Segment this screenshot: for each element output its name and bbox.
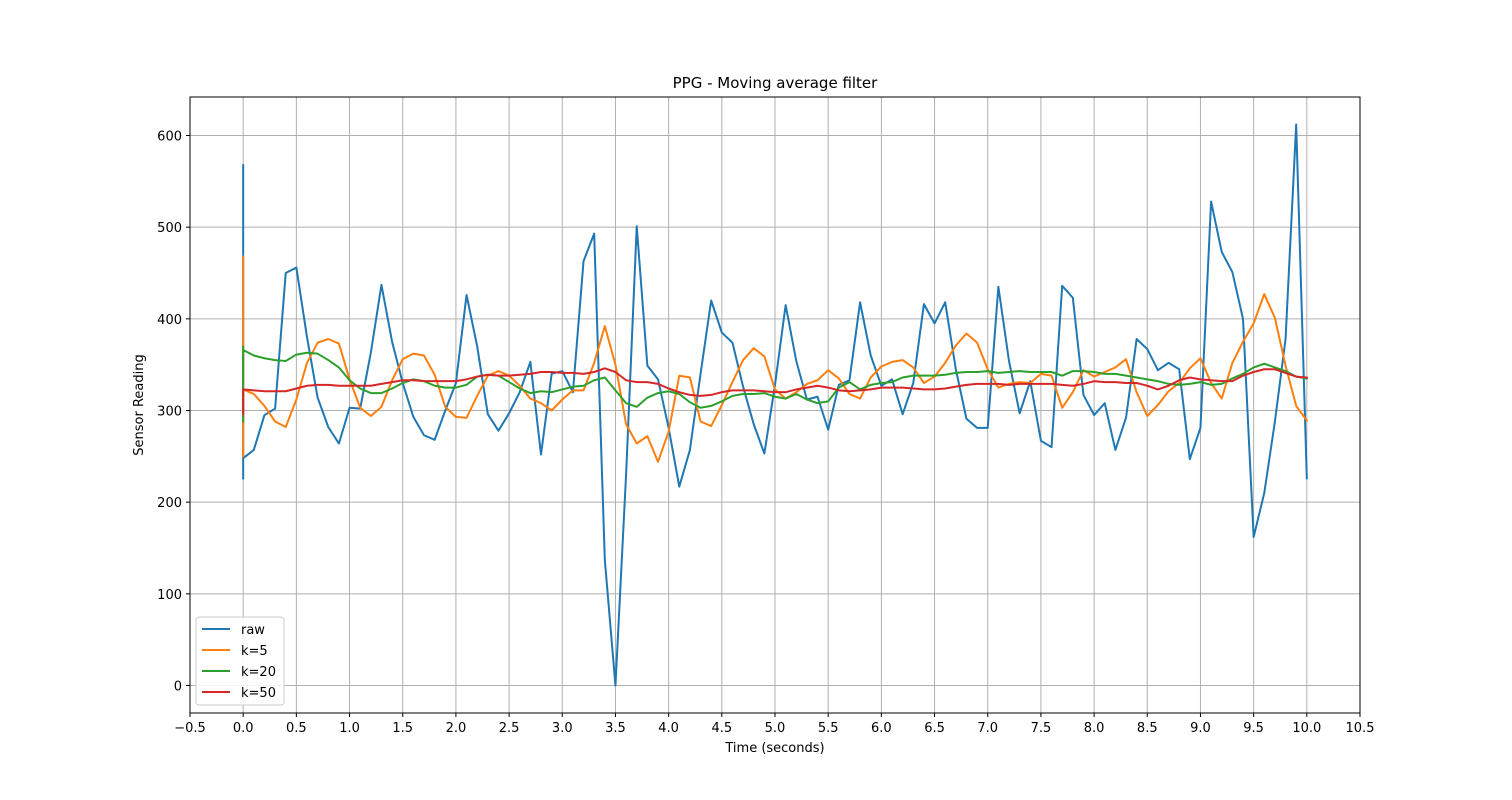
- x-tick-label: 7.5: [1031, 721, 1052, 736]
- x-tick-label: 10.5: [1346, 721, 1375, 736]
- y-tick-label: 0: [174, 680, 182, 695]
- x-tick-label: 6.5: [924, 721, 945, 736]
- y-tick-label: 600: [157, 130, 182, 145]
- y-axis-label: Sensor Reading: [132, 354, 147, 455]
- series-line-k50: [242, 367, 1308, 416]
- x-tick-label: 8.5: [1137, 721, 1158, 736]
- x-tick-label: 2.5: [499, 721, 520, 736]
- x-tick-label: 9.5: [1243, 721, 1264, 736]
- x-tick-label: 1.5: [392, 721, 413, 736]
- y-tick-label: 200: [157, 496, 182, 511]
- y-tick-label: 300: [157, 405, 182, 420]
- series-line-k5: [242, 255, 1309, 463]
- legend-label: raw: [241, 623, 265, 638]
- x-tick-label: 7.0: [977, 721, 998, 736]
- x-tick-label: 2.0: [446, 721, 467, 736]
- chart-title: PPG - Moving average filter: [673, 74, 879, 92]
- x-tick-label: 0.0: [233, 721, 254, 736]
- x-tick-label: 4.5: [711, 721, 732, 736]
- x-tick-label: 3.5: [605, 721, 626, 736]
- x-axis: −0.5 0.0 0.5 1.0 1.5 2.0 2.5 3.0 3.5 4.0 4.5 5.0 5.5…: [174, 713, 1374, 736]
- x-tick-label: 8.0: [1084, 721, 1105, 736]
- x-tick-label: 0.5: [286, 721, 307, 736]
- legend: raw k=5 k=20 k=50: [195, 616, 285, 706]
- x-tick-label: 3.0: [552, 721, 573, 736]
- legend-label: k=20: [241, 665, 276, 680]
- y-axis: 0 100 200 300 400 500 600: [157, 130, 190, 695]
- x-tick-label: 10.0: [1292, 721, 1321, 736]
- legend-frame: [195, 616, 285, 706]
- y-tick-label: 500: [157, 221, 182, 236]
- x-tick-label: −0.5: [174, 721, 206, 736]
- x-axis-label: Time (seconds): [724, 741, 824, 756]
- y-tick-label: 400: [157, 313, 182, 328]
- x-tick-label: 5.5: [818, 721, 839, 736]
- series-line-raw: [242, 123, 1308, 687]
- series-line-k20: [242, 345, 1308, 423]
- legend-label: k=50: [241, 686, 276, 701]
- legend-label: k=5: [241, 644, 268, 659]
- x-tick-label: 1.0: [339, 721, 360, 736]
- x-tick-label: 6.0: [871, 721, 892, 736]
- series-layer: [242, 123, 1309, 687]
- x-tick-label: 4.0: [658, 721, 679, 736]
- y-tick-label: 100: [157, 588, 182, 603]
- x-tick-label: 9.0: [1190, 721, 1211, 736]
- x-tick-label: 5.0: [765, 721, 786, 736]
